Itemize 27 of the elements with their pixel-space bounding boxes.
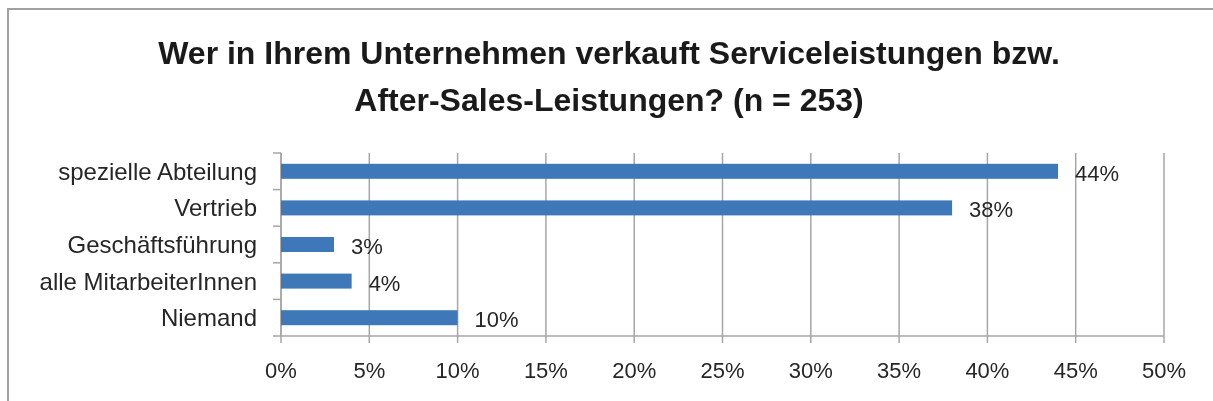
bar bbox=[281, 200, 953, 216]
y-tick-label: Niemand bbox=[160, 304, 257, 332]
x-tick-label: 0% bbox=[265, 358, 297, 383]
x-tick-label: 30% bbox=[788, 358, 833, 383]
x-tick-label: 45% bbox=[1053, 358, 1098, 383]
bar bbox=[281, 237, 334, 252]
x-tick-label: 50% bbox=[1141, 358, 1187, 383]
y-tick-label: Geschäftsführung bbox=[67, 231, 257, 258]
x-tick-label: 35% bbox=[877, 358, 922, 383]
x-tick-label: 25% bbox=[700, 358, 745, 383]
x-tick-label: 5% bbox=[353, 358, 386, 383]
data-label: 38% bbox=[969, 197, 1014, 223]
x-tick-label: 10% bbox=[435, 358, 480, 383]
x-tick-label: 15% bbox=[523, 358, 568, 383]
y-tick-label: spezielle Abteilung bbox=[58, 157, 257, 185]
bar bbox=[281, 273, 352, 289]
bar bbox=[281, 163, 1059, 179]
data-label: 10% bbox=[474, 307, 519, 333]
x-tick-label: 40% bbox=[965, 358, 1010, 383]
y-tick-label: Vertrieb bbox=[174, 194, 257, 222]
data-label: 4% bbox=[368, 270, 401, 296]
chart-title: Wer in Ihrem Unternehmen verkauft Serviceleistungen bzw. After-Sales-Leistungen? (n = 253) bbox=[158, 35, 1060, 118]
data-label: 3% bbox=[350, 234, 383, 259]
y-tick-label: alle MitarbeiterInnen bbox=[39, 267, 257, 295]
x-tick-label: 20% bbox=[612, 358, 657, 383]
data-label: 44% bbox=[1075, 160, 1120, 186]
bar bbox=[281, 310, 458, 326]
